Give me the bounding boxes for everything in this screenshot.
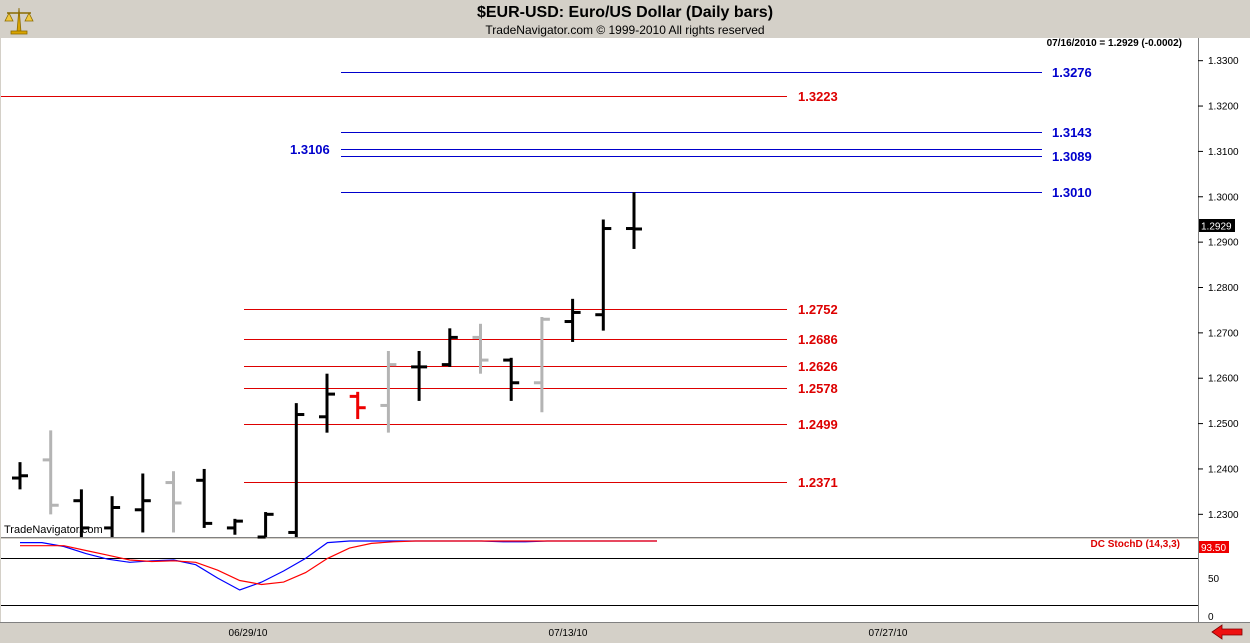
level-label: 1.3143 [1052,125,1092,140]
price-tick-label: 1.2400 [1208,464,1239,475]
price-tick-label: 1.2900 [1208,238,1239,249]
stoch-lines [1,540,1198,606]
chart-subtitle: TradeNavigator.com © 1999-2010 All right… [485,23,765,37]
balance-scale-icon[interactable] [3,4,35,36]
stoch-tick-label: 50 [1208,574,1220,585]
level-label: 1.3223 [798,89,838,104]
level-label: 1.2499 [798,417,838,432]
level-lines: 1.3276 1.3223 1.3143 1.3106 1.3089 1.3010 1.27… [1,65,1092,490]
price-tick-label: 1.2700 [1208,328,1239,339]
last-price-label: 1.2929 [1201,222,1232,233]
date-tick-label: 07/27/10 [869,628,908,639]
level-label: 1.3010 [1052,185,1092,200]
price-tick-label: 1.3300 [1208,56,1239,67]
watermark: TradeNavigator.com [4,524,103,536]
price-pane [1,38,1198,537]
price-tick-label: 1.2800 [1208,283,1239,294]
price-tick-label: 1.2600 [1208,374,1239,385]
level-label: 1.3089 [1052,149,1092,164]
date-tick-label: 06/29/10 [229,628,268,639]
price-tick-label: 1.2500 [1208,419,1239,430]
stoch-tick-label: 0 [1208,612,1214,623]
stoch-title: DC StochD (14,3,3) [1091,539,1180,550]
level-label: 1.3106 [290,142,330,157]
stoch-line [20,540,657,586]
price-tick-label: 1.3000 [1208,192,1239,203]
level-label: 1.2686 [798,332,838,347]
left-arrow-icon[interactable] [1210,624,1244,640]
level-label: 1.2371 [798,475,838,490]
date-axis-ticks: 06/29/10 07/13/10 07/27/10 [229,628,908,639]
stoch-pane [1,539,1198,622]
price-axis [1198,38,1250,622]
date-tick-label: 07/13/10 [549,628,588,639]
level-label: 1.2626 [798,359,838,374]
price-readout: 07/16/2010 = 1.2929 (-0.0002) [1046,38,1182,49]
level-label: 1.2578 [798,381,838,396]
last-price-badge [1199,219,1235,232]
level-label: 1.2752 [798,302,838,317]
level-label: 1.3276 [1052,65,1092,80]
date-axis [0,622,1250,643]
stoch-axis-ticks: 0 50 [1208,574,1220,623]
price-bars [12,192,642,539]
price-tick-label: 1.2300 [1208,510,1239,521]
price-axis-ticks: 1.2300 1.2400 1.2500 1.2600 1.2700 1.2800 1.29… [1198,56,1239,521]
price-tick-label: 1.3200 [1208,102,1239,113]
stoch-last-label: 93.50 [1201,543,1226,554]
stoch-last-badge [1199,541,1229,553]
price-tick-label: 1.3100 [1208,147,1239,158]
chart-title: $EUR-USD: Euro/US Dollar (Daily bars) [476,4,774,21]
